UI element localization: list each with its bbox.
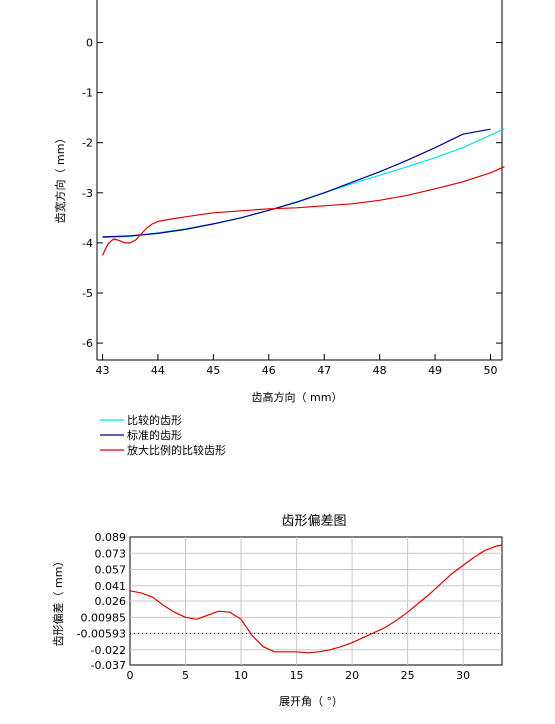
bottom-y-tick-label-1: 0.073 — [95, 547, 127, 560]
top-x-tick-label-1: 44 — [151, 364, 165, 377]
top-y-tick-label-3: -3 — [82, 187, 93, 200]
bottom-y-tick-label-0: 0.089 — [95, 531, 127, 544]
bottom-series-group — [129, 544, 503, 654]
bottom-y-ticks: 0.089 0.073 0.057 0.041 0.026 0.00985 -0.00593… — [77, 531, 126, 672]
bottom-y-tick-label-3: 0.041 — [95, 580, 127, 593]
top-series-line-1 — [102, 128, 491, 238]
top-series-group — [101, 128, 505, 256]
bottom-deviation-line — [129, 544, 503, 654]
top-plot-frame — [96, 0, 503, 361]
top-y-tick-label-0: 0 — [86, 37, 93, 50]
bottom-x-tick-label-3: 15 — [290, 669, 304, 682]
legend-label-2: 放大比例的比较齿形 — [127, 443, 226, 457]
top-y-tick-label-5: -5 — [82, 287, 93, 300]
top-x-axis-title: 齿高方向（ mm） — [252, 390, 343, 404]
bottom-chart-title: 齿形偏差图 — [281, 514, 346, 529]
top-y-tick-label-6: -6 — [82, 337, 93, 350]
bottom-x-tick-label-2: 10 — [234, 669, 248, 682]
top-series-line-2 — [101, 166, 505, 256]
bottom-x-ticks: 0 5 10 15 20 25 30 — [127, 669, 471, 682]
bottom-y-tick-label-6: -0.00593 — [77, 627, 126, 640]
top-y-axis-title: 齿宽方向（ mm） — [53, 133, 67, 224]
top-y-tick-label-2: -2 — [82, 137, 93, 150]
top-x-tick-label-5: 48 — [373, 364, 387, 377]
bottom-grid — [130, 537, 502, 665]
top-y-tick-label-1: -1 — [82, 87, 93, 100]
bottom-chart: 齿形偏差图 0.089 0.073 0.057 0.041 0.026 0.00985 -0… — [51, 514, 503, 708]
top-x-tick-label-6: 49 — [428, 364, 442, 377]
top-x-tick-label-3: 46 — [262, 364, 276, 377]
top-chart: 0 -1 -2 -3 -4 -5 -6 43 44 45 46 47 48 49 50 齿高方向（ mm）… — [53, 0, 505, 457]
top-y-ticks: 0 -1 -2 -3 -4 -5 -6 — [82, 37, 502, 350]
bottom-x-tick-label-5: 25 — [401, 669, 415, 682]
legend-label-1: 标准的齿形 — [127, 428, 182, 442]
bottom-y-tick-label-2: 0.057 — [95, 564, 127, 577]
top-x-tick-label-4: 47 — [317, 364, 331, 377]
bottom-x-tick-label-4: 20 — [345, 669, 359, 682]
bottom-x-tick-label-0: 0 — [127, 669, 134, 682]
top-x-ticks: 43 44 45 46 47 48 49 50 — [96, 354, 498, 377]
bottom-y-axis-title: 齿形偏差（ mm） — [51, 556, 65, 647]
bottom-x-tick-label-1: 5 — [182, 669, 189, 682]
bottom-y-tick-label-8: -0.037 — [91, 659, 126, 672]
top-x-tick-label-7: 50 — [484, 364, 498, 377]
bottom-y-tick-label-7: -0.022 — [91, 644, 126, 657]
bottom-y-tick-label-5: 0.00985 — [81, 611, 127, 624]
bottom-x-tick-label-6: 30 — [456, 669, 470, 682]
legend-label-0: 比较的齿形 — [127, 413, 182, 427]
bottom-x-axis-title: 展开角（ °） — [279, 695, 343, 708]
bottom-y-tick-label-4: 0.026 — [95, 595, 127, 608]
top-x-tick-label-0: 43 — [96, 364, 110, 377]
top-y-tick-label-4: -4 — [82, 237, 93, 250]
top-x-tick-label-2: 45 — [206, 364, 220, 377]
